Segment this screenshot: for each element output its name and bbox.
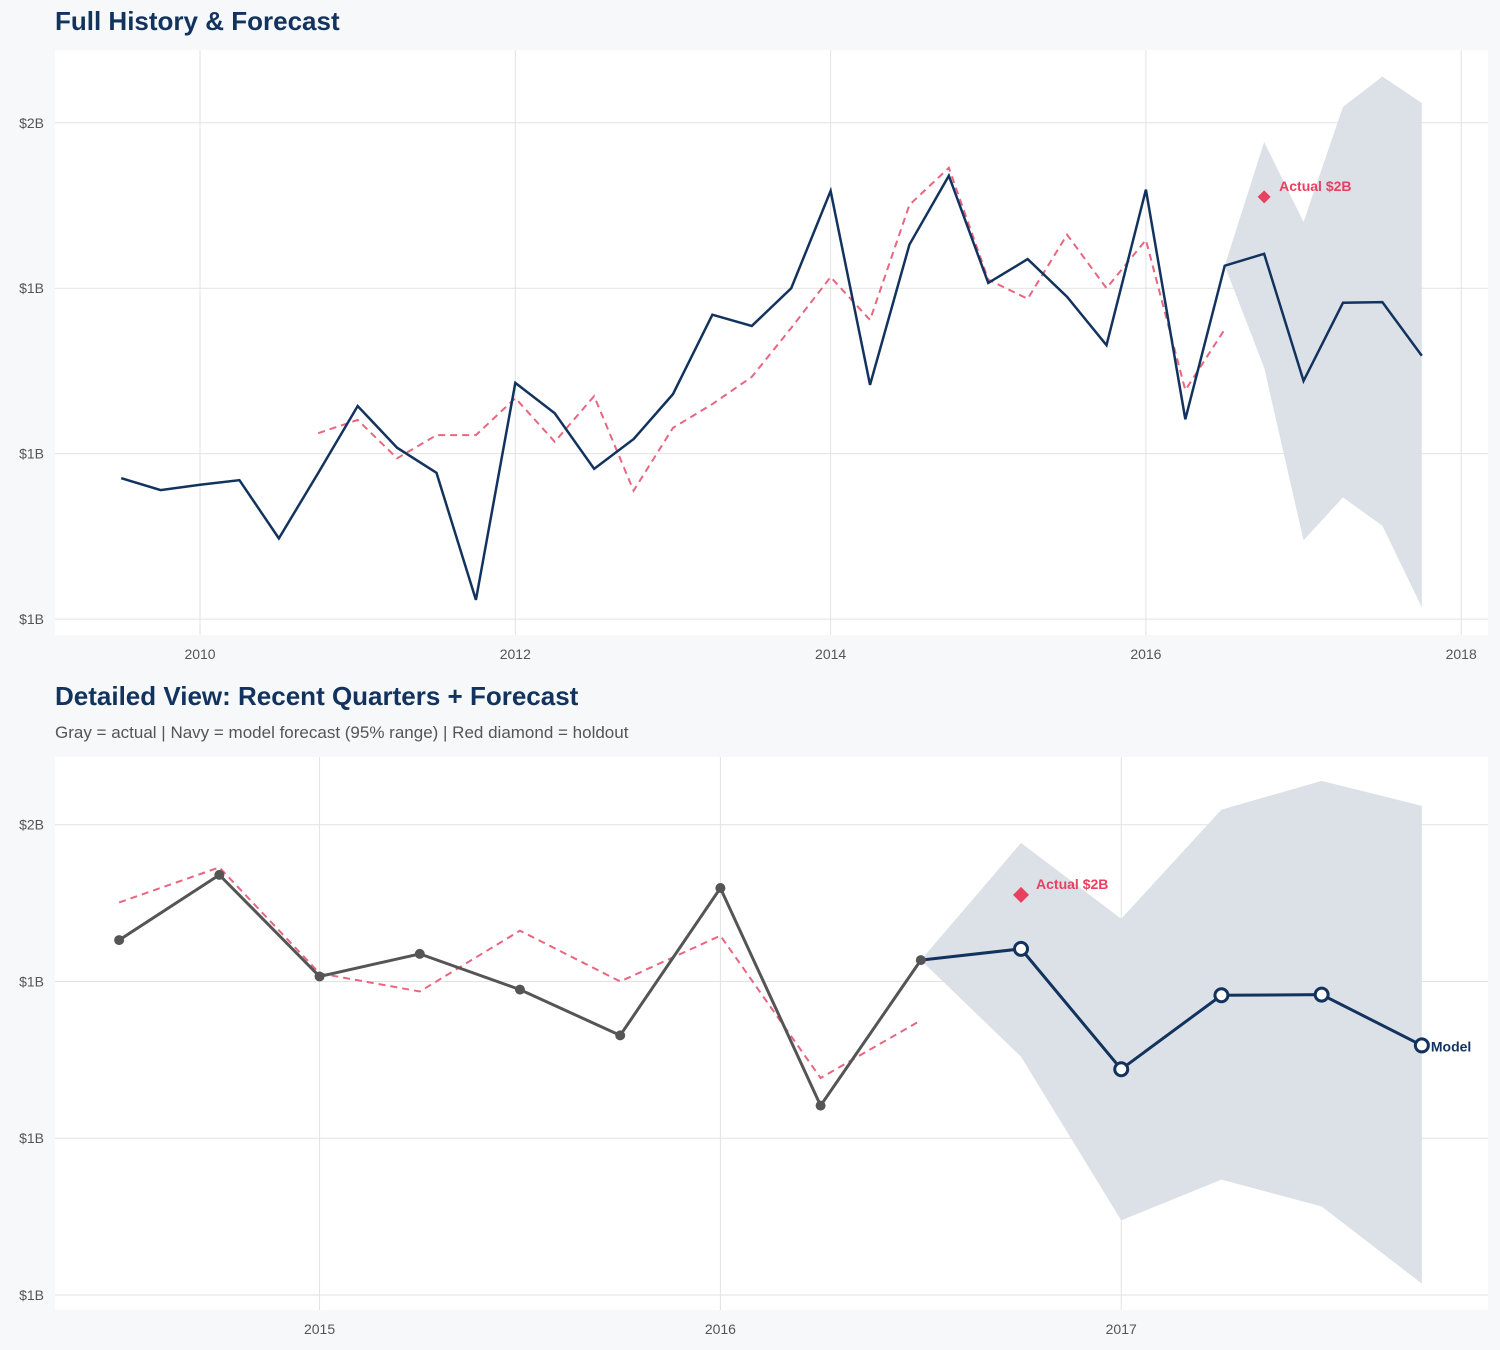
x-tick-label: 2017 [1106,1321,1137,1337]
forecast-point [1413,1037,1430,1054]
actual-point [815,1100,826,1111]
actual-point [514,984,525,995]
forecast-point [1213,987,1230,1004]
top-chart-title: Full History & Forecast [55,6,340,36]
actual-point [715,883,726,894]
actual-point [615,1030,626,1041]
y-tick-label: $2B [19,817,44,833]
holdout-label: Actual $2B [1036,876,1108,892]
actual-point [214,869,225,880]
holdout-label: Actual $2B [1279,178,1351,194]
x-tick-label: 2018 [1446,646,1477,662]
actual-forecast-line [120,172,1423,601]
x-tick-label: 2015 [304,1321,335,1337]
y-tick-label: $1B [19,1287,44,1303]
y-tick-label: $1B [19,973,44,989]
x-tick-label: 2016 [1130,646,1161,662]
actual-point [915,955,926,966]
y-tick-label: $1B [19,1130,44,1146]
actual-point [114,935,125,946]
x-tick-label: 2012 [500,646,531,662]
actual-point [414,948,425,959]
x-tick-label: 2016 [705,1321,736,1337]
x-tick-label: 2010 [184,646,215,662]
detail-chart-title: Detailed View: Recent Quarters + Forecas… [55,681,579,711]
y-tick-label: $1B [19,280,44,296]
forecast-point [1313,986,1330,1003]
holdout-diamond [1013,886,1030,903]
forecast-point [1013,940,1030,957]
forecast-point [1113,1061,1130,1078]
y-tick-label: $1B [19,611,44,627]
model-label: Model [1431,1038,1471,1054]
holdout-diamond [1257,190,1271,204]
full-history-chart: 2010 2012 2014 2016 2018 $1B $1B $1B $2B Actual $… [19,50,1488,662]
plot-area [55,50,1488,635]
x-tick-label: 2014 [815,646,846,662]
actual-point [314,971,325,982]
y-tick-label: $2B [19,115,44,131]
y-tick-label: $1B [19,446,44,462]
detail-chart-subtitle: Gray = actual | Navy = model forecast (9… [55,723,629,742]
forecast-line [920,947,1423,1072]
